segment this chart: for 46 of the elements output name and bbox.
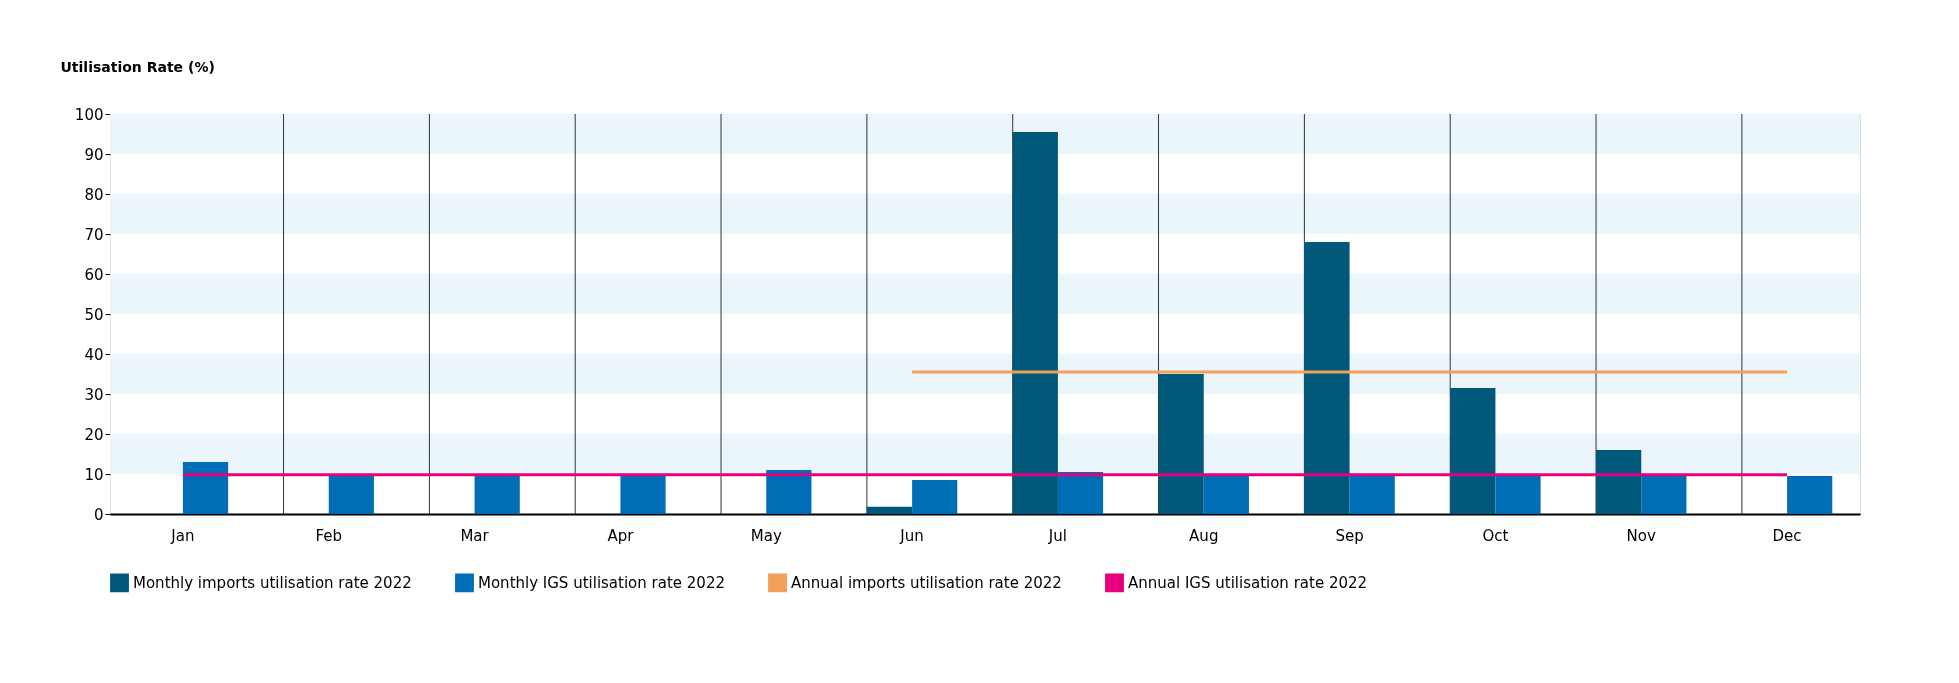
bar: [474, 474, 520, 514]
bar: [1349, 476, 1395, 514]
y-tick-label: 100: [74, 105, 104, 124]
bar: [620, 476, 666, 514]
legend-label: Monthly imports utilisation rate 2022: [133, 573, 412, 592]
y-tick-label: 70: [84, 225, 104, 244]
x-tick-label: Oct: [1482, 526, 1509, 545]
y-tick-label: 10: [84, 465, 104, 484]
y-tick-label: 30: [84, 385, 104, 404]
x-tick-label: Feb: [315, 526, 343, 545]
bar: [1641, 476, 1687, 514]
x-tick-label: Nov: [1626, 526, 1657, 545]
bar: [766, 470, 812, 514]
x-tick-label: Mar: [460, 526, 490, 545]
x-tick-label: Jan: [170, 526, 195, 545]
bar: [1158, 374, 1204, 514]
x-tick-label: Dec: [1772, 526, 1802, 545]
bar: [1495, 475, 1541, 514]
x-tick-label: Jul: [1047, 526, 1067, 545]
bar: [1787, 476, 1833, 514]
bar: [182, 462, 229, 514]
bar: [1057, 472, 1104, 514]
bar: [1203, 476, 1249, 514]
legend-label: Monthly IGS utilisation rate 2022: [478, 573, 725, 592]
bar: [912, 480, 958, 514]
y-tick-label: 0: [93, 505, 104, 524]
bar: [328, 476, 374, 514]
y-tick-label: 50: [84, 305, 104, 324]
x-tick-label: Aug: [1189, 526, 1219, 545]
legend-label: Annual IGS utilisation rate 2022: [1128, 573, 1368, 592]
x-tick-label: May: [750, 526, 782, 545]
x-tick-label: Jun: [899, 526, 924, 545]
bar: [1450, 388, 1496, 514]
bar: [1596, 450, 1642, 514]
y-tick-label: 60: [84, 265, 104, 284]
x-tick-label: Sep: [1335, 526, 1364, 545]
y-tick-label: 90: [84, 145, 104, 164]
y-tick-label: 80: [84, 185, 104, 204]
y-tick-label: 20: [84, 425, 104, 444]
y-tick-label: 40: [84, 345, 104, 364]
x-tick-label: Apr: [607, 526, 635, 545]
bar: [1304, 242, 1350, 514]
bar: [1012, 132, 1058, 514]
legend-label: Annual imports utilisation rate 2022: [791, 573, 1062, 592]
y-axis-title: Utilisation Rate (%): [60, 58, 215, 75]
bar: [866, 506, 913, 514]
